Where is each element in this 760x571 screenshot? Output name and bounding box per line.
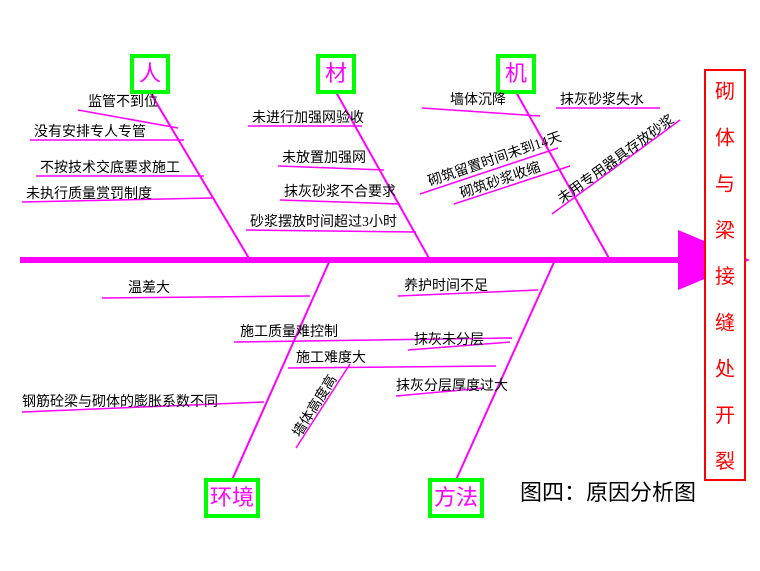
branch-ji-0: [422, 108, 540, 116]
effect-char-4: 接: [715, 265, 735, 288]
category-label-cai: 材: [325, 61, 347, 86]
cause-cai-0: 未进行加强网验收: [252, 110, 364, 126]
effect-text: 砌体与梁接缝处开裂: [715, 80, 735, 473]
category-label-huan: 环境: [210, 485, 254, 510]
caption: 图四：原因分析图: [520, 480, 696, 505]
cause-ji-4: 未用专用器具存放砂浆: [555, 112, 678, 207]
bone-huan: [232, 260, 330, 480]
cause-cai-1: 未放置加强网: [282, 150, 366, 166]
effect-char-5: 缝: [715, 311, 735, 334]
cause-ren-2: 不按技术交底要求施工: [40, 159, 180, 176]
cause-ji-3: 抹灰砂浆失水: [560, 92, 644, 108]
cause-fa-5: 抹灰分层厚度过大: [396, 378, 508, 394]
effect-char-0: 砌: [715, 80, 735, 103]
cause-fa-0: 施工质量难控制: [240, 324, 338, 340]
branch-cai-3: [246, 230, 416, 232]
cause-ren-3: 未执行质量赏罚制度: [26, 186, 152, 202]
effect-char-7: 开: [715, 405, 735, 427]
cause-fa-2: 墙体高度高: [289, 372, 341, 440]
category-label-ji: 机: [505, 61, 527, 86]
effect-char-2: 与: [715, 173, 735, 196]
cause-ren-1: 没有安排专人专管: [34, 124, 146, 140]
fishbone-diagram: 人 材 机环境 方法 监管不到位没有安排专人专管不按技术交底要求施工未执行质量赏罚制度…: [0, 0, 760, 571]
branch-cai-1: [278, 166, 384, 170]
cause-fa-3: 养护时间不足: [404, 278, 488, 294]
branch-huan-0: [102, 296, 310, 298]
effect-char-3: 梁: [715, 219, 735, 242]
cause-huan-1: 钢筋砼梁与砌体的膨胀系数不同: [22, 393, 218, 410]
branch-cai-2: [280, 200, 400, 204]
cause-ji-0: 墙体沉降: [450, 92, 506, 108]
category-label-ren: 人: [139, 61, 161, 86]
cause-ren-0: 监管不到位: [88, 94, 158, 110]
cause-cai-2: 抹灰砂浆不合要求: [284, 184, 396, 200]
branch-fa-1: [288, 366, 496, 368]
effect-char-6: 处: [715, 358, 735, 381]
cause-huan-0: 温差大: [128, 280, 170, 296]
category-label-fa: 方法: [434, 485, 478, 510]
cause-cai-3: 砂浆摆放时间超过3小时: [250, 214, 397, 230]
effect-char-8: 裂: [715, 450, 735, 473]
cause-fa-4: 抹灰未分层: [414, 332, 484, 348]
effect-char-1: 体: [715, 126, 735, 149]
cause-fa-1: 施工难度大: [296, 350, 366, 366]
